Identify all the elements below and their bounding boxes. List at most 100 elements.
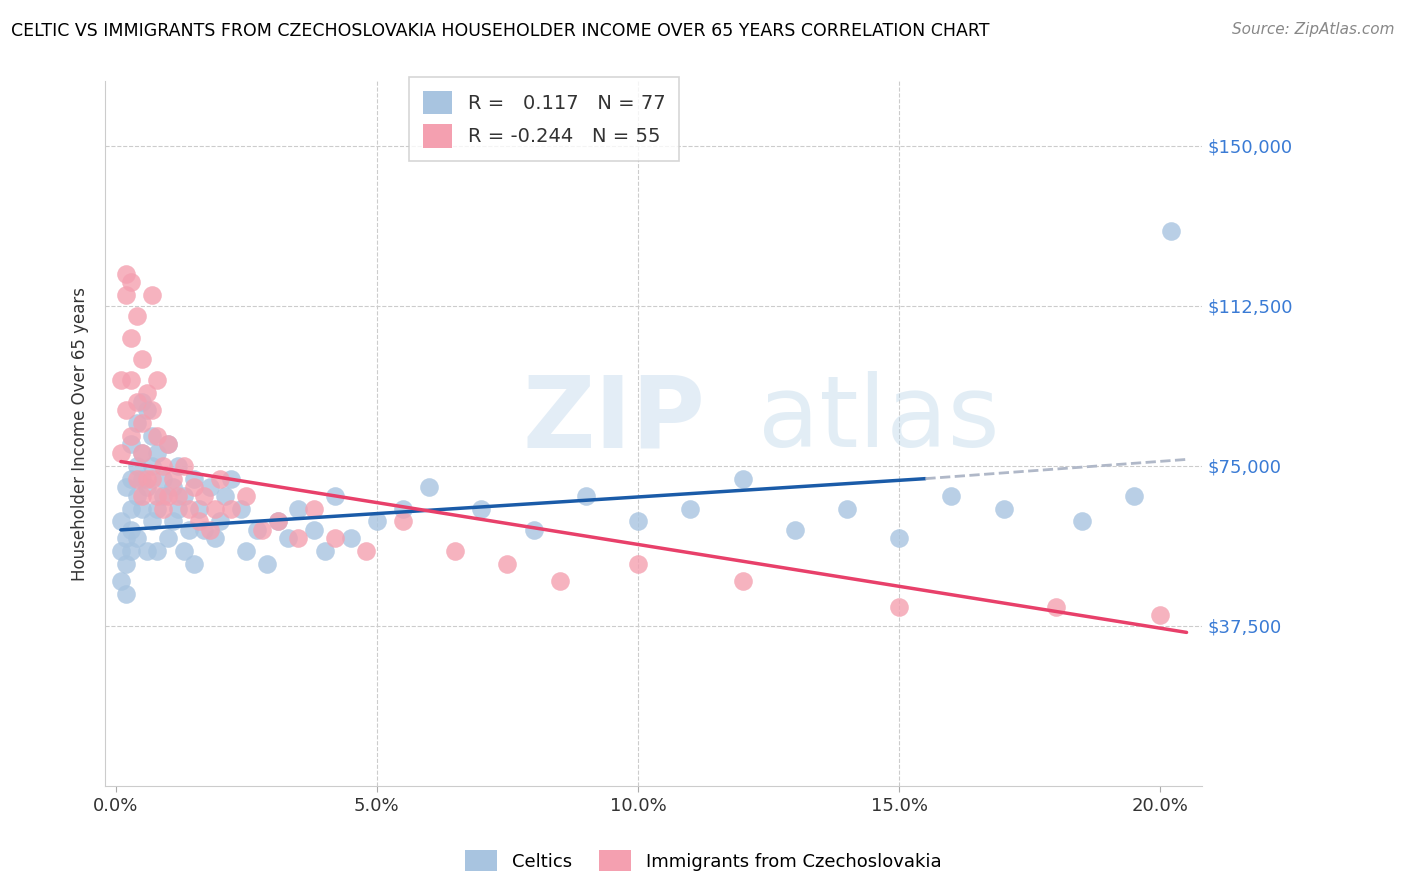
- Point: [339, 532, 361, 546]
- Point: [120, 544, 142, 558]
- Point: [1071, 514, 1094, 528]
- Point: [219, 472, 242, 486]
- Point: [136, 472, 159, 486]
- Point: [183, 472, 205, 486]
- Point: [156, 489, 179, 503]
- Point: [366, 514, 388, 528]
- Point: [131, 446, 153, 460]
- Point: [993, 501, 1015, 516]
- Point: [131, 446, 153, 460]
- Point: [731, 574, 754, 589]
- Point: [110, 574, 132, 589]
- Point: [167, 489, 190, 503]
- Text: ZIP: ZIP: [522, 371, 704, 468]
- Point: [235, 489, 257, 503]
- Point: [131, 489, 153, 503]
- Point: [146, 501, 169, 516]
- Point: [177, 501, 200, 516]
- Point: [392, 501, 415, 516]
- Point: [266, 514, 288, 528]
- Point: [188, 501, 211, 516]
- Point: [627, 514, 650, 528]
- Point: [115, 532, 138, 546]
- Point: [287, 501, 309, 516]
- Point: [302, 523, 325, 537]
- Point: [141, 288, 163, 302]
- Point: [193, 489, 215, 503]
- Point: [125, 489, 148, 503]
- Point: [392, 514, 415, 528]
- Point: [146, 489, 169, 503]
- Point: [235, 544, 257, 558]
- Point: [198, 480, 221, 494]
- Point: [141, 458, 163, 473]
- Point: [548, 574, 571, 589]
- Point: [177, 523, 200, 537]
- Legend: R =   0.117   N = 77, R = -0.244   N = 55: R = 0.117 N = 77, R = -0.244 N = 55: [409, 77, 679, 161]
- Point: [1149, 608, 1171, 623]
- Point: [214, 489, 236, 503]
- Point: [193, 523, 215, 537]
- Point: [183, 557, 205, 571]
- Point: [136, 386, 159, 401]
- Point: [889, 599, 911, 614]
- Point: [167, 458, 190, 473]
- Point: [204, 501, 226, 516]
- Text: CELTIC VS IMMIGRANTS FROM CZECHOSLOVAKIA HOUSEHOLDER INCOME OVER 65 YEARS CORREL: CELTIC VS IMMIGRANTS FROM CZECHOSLOVAKIA…: [11, 22, 990, 40]
- Point: [219, 501, 242, 516]
- Point: [1123, 489, 1146, 503]
- Point: [679, 501, 702, 516]
- Point: [889, 532, 911, 546]
- Point: [356, 544, 378, 558]
- Point: [146, 544, 169, 558]
- Point: [146, 373, 169, 387]
- Point: [323, 532, 346, 546]
- Point: [183, 480, 205, 494]
- Point: [209, 472, 232, 486]
- Point: [173, 489, 195, 503]
- Legend: Celtics, Immigrants from Czechoslovakia: Celtics, Immigrants from Czechoslovakia: [457, 843, 949, 879]
- Point: [522, 523, 544, 537]
- Point: [496, 557, 519, 571]
- Point: [131, 501, 153, 516]
- Point: [115, 480, 138, 494]
- Point: [204, 532, 226, 546]
- Point: [141, 472, 163, 486]
- Point: [229, 501, 252, 516]
- Point: [125, 394, 148, 409]
- Point: [627, 557, 650, 571]
- Point: [256, 557, 278, 571]
- Point: [250, 523, 273, 537]
- Point: [418, 480, 440, 494]
- Point: [152, 501, 174, 516]
- Point: [120, 501, 142, 516]
- Point: [188, 514, 211, 528]
- Point: [173, 544, 195, 558]
- Point: [835, 501, 858, 516]
- Point: [120, 523, 142, 537]
- Point: [575, 489, 598, 503]
- Point: [277, 532, 299, 546]
- Point: [110, 446, 132, 460]
- Point: [131, 416, 153, 430]
- Point: [198, 523, 221, 537]
- Point: [209, 514, 232, 528]
- Point: [115, 587, 138, 601]
- Point: [110, 373, 132, 387]
- Point: [136, 480, 159, 494]
- Point: [444, 544, 467, 558]
- Point: [246, 523, 269, 537]
- Point: [156, 437, 179, 451]
- Point: [783, 523, 806, 537]
- Point: [167, 501, 190, 516]
- Point: [141, 514, 163, 528]
- Point: [125, 416, 148, 430]
- Point: [110, 514, 132, 528]
- Point: [162, 480, 184, 494]
- Point: [131, 352, 153, 367]
- Point: [287, 532, 309, 546]
- Point: [162, 472, 184, 486]
- Point: [141, 403, 163, 417]
- Point: [115, 557, 138, 571]
- Point: [156, 532, 179, 546]
